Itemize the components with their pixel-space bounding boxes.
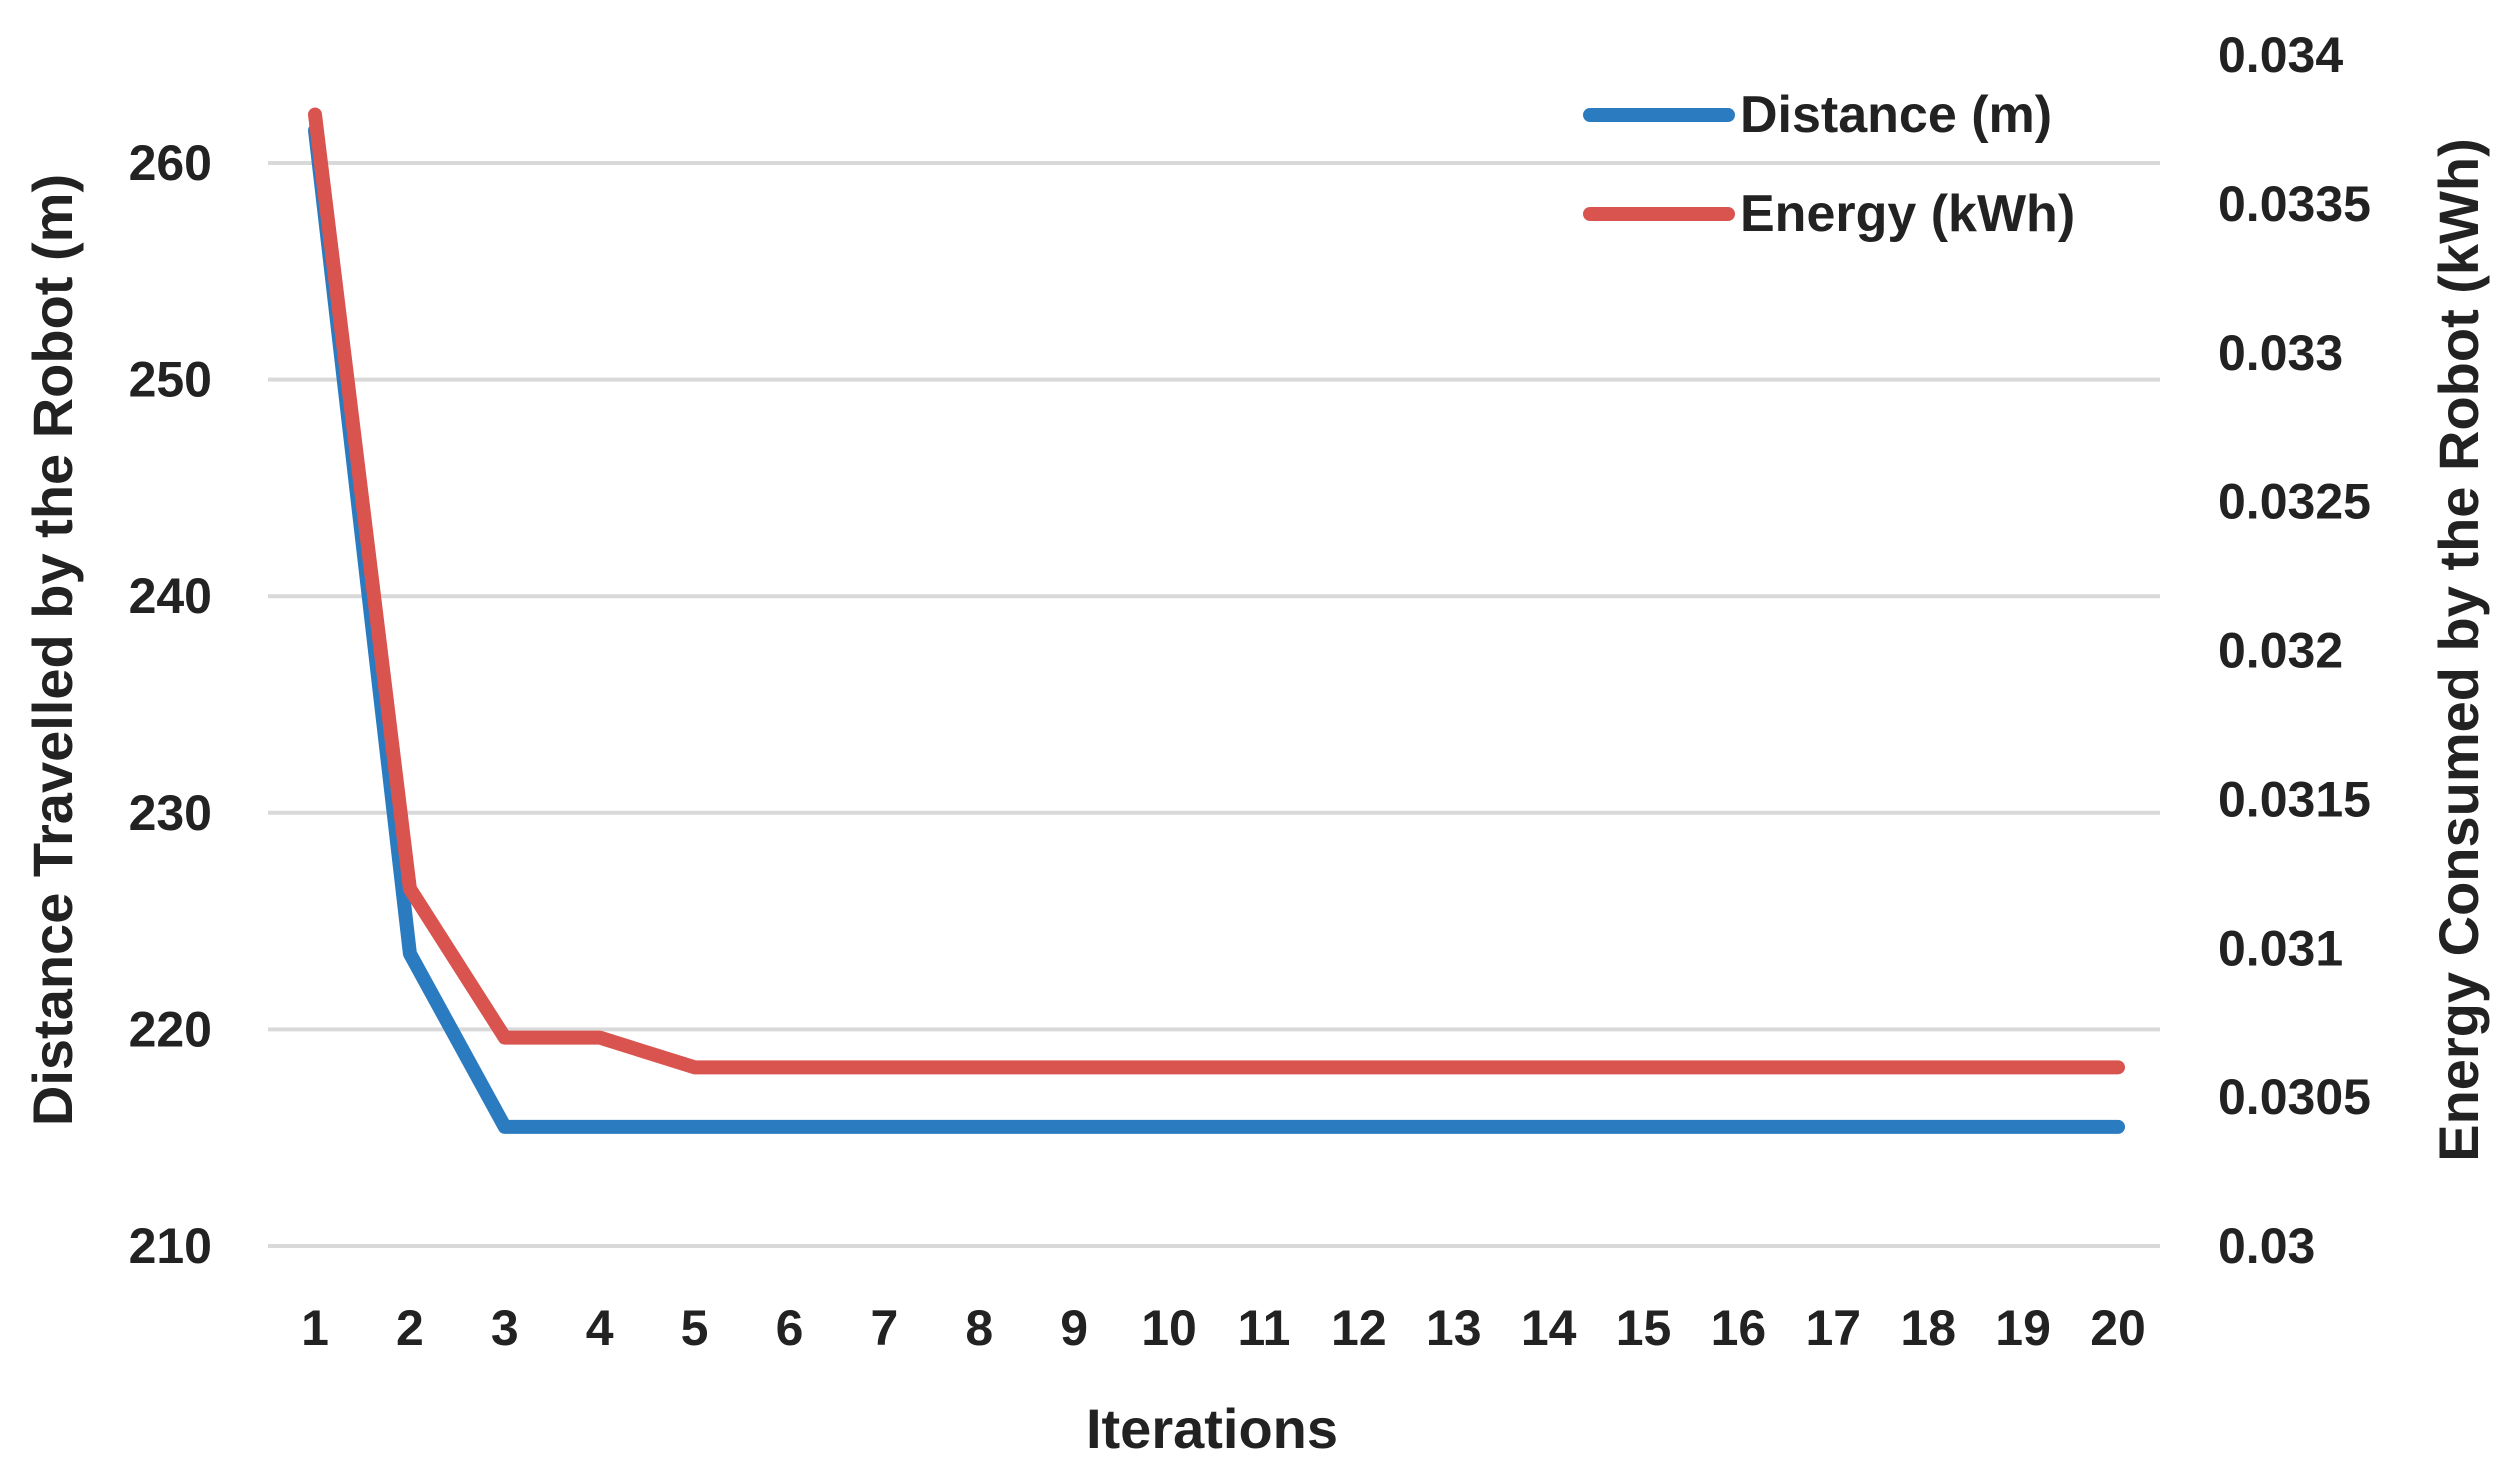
x-tick-label: 17: [1806, 1300, 1862, 1356]
x-tick-label: 19: [1995, 1300, 2051, 1356]
series-line-energy: [308, 107, 2125, 1075]
x-tick-label: 6: [776, 1300, 804, 1356]
x-tick-label: 12: [1331, 1300, 1387, 1356]
y-right-axis-title: Energy Consumed by the Robot (kWh): [2427, 138, 2490, 1162]
x-tick-label: 8: [965, 1300, 993, 1356]
y-right-tick-label: 0.032: [2218, 623, 2343, 679]
y-left-tick-label: 220: [129, 1001, 212, 1057]
x-tick-label: 20: [2090, 1300, 2146, 1356]
y-left-tick-label: 230: [129, 785, 212, 841]
y-right-tick-label: 0.033: [2218, 325, 2343, 381]
x-axis-ticks: 1 2 3 4 5 6 7 8 9 10 11 12 13 14 15 16 17 18 19 20: [301, 1300, 2146, 1356]
x-tick-label: 2: [396, 1300, 424, 1356]
y-right-tick-label: 0.034: [2218, 27, 2343, 83]
legend: Distance (m) Energy (kWh): [1583, 86, 2075, 243]
legend-label-distance: Distance (m): [1740, 86, 2052, 144]
x-axis-title: Iterations: [1086, 1397, 1338, 1460]
series-lines: [308, 107, 2125, 1134]
x-tick-label: 9: [1060, 1300, 1088, 1356]
y-left-axis-ticks: 210 220 230 240 250 260: [129, 135, 212, 1274]
x-tick-label: 18: [1900, 1300, 1956, 1356]
y-right-tick-label: 0.03: [2218, 1218, 2315, 1274]
series-line-distance: [308, 123, 2125, 1134]
y-left-tick-label: 210: [129, 1218, 212, 1274]
x-tick-label: 5: [681, 1300, 709, 1356]
x-tick-label: 13: [1426, 1300, 1482, 1356]
x-tick-label: 4: [586, 1300, 614, 1356]
y-left-axis-title: Distance Travelled by the Robot (m): [21, 174, 84, 1126]
y-left-tick-label: 260: [129, 135, 212, 191]
x-tick-label: 16: [1711, 1300, 1767, 1356]
x-tick-label: 1: [301, 1300, 329, 1356]
x-tick-label: 15: [1616, 1300, 1672, 1356]
x-tick-label: 3: [491, 1300, 519, 1356]
y-right-tick-label: 0.0315: [2218, 771, 2371, 827]
y-right-tick-label: 0.031: [2218, 920, 2343, 976]
y-left-tick-label: 250: [129, 352, 212, 408]
legend-label-energy: Energy (kWh): [1740, 185, 2075, 243]
y-right-axis-ticks: 0.03 0.0305 0.031 0.0315 0.032 0.0325 0.033 0.0…: [2218, 27, 2371, 1274]
x-tick-label: 7: [870, 1300, 898, 1356]
x-tick-label: 11: [1238, 1300, 1291, 1356]
y-right-tick-label: 0.0325: [2218, 474, 2371, 530]
y-right-tick-label: 0.0305: [2218, 1069, 2371, 1125]
gridlines: [268, 161, 2160, 1248]
x-tick-label: 14: [1521, 1300, 1577, 1356]
x-tick-label: 10: [1141, 1300, 1197, 1356]
y-right-tick-label: 0.0335: [2218, 176, 2371, 232]
y-left-tick-label: 240: [129, 568, 212, 624]
